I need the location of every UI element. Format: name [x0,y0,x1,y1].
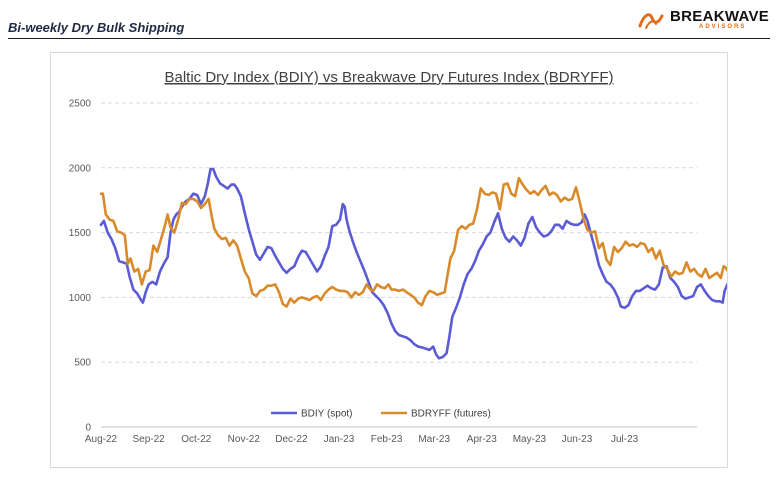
x-tick-label: Oct-22 [181,434,211,445]
y-tick-label: 0 [85,423,91,434]
x-tick-label: Jul-23 [611,434,639,445]
x-tick-label: Aug-22 [85,434,118,445]
line-chart: Baltic Dry Index (BDIY) vs Breakwave Dry… [69,69,727,445]
series-lines [99,167,727,360]
x-tick-label: Sep-22 [132,434,165,445]
x-tick-label: Apr-23 [467,434,497,445]
x-tick-label: Jan-23 [324,434,355,445]
legend: BDIY (spot) BDRYFF (futures) [271,409,491,420]
x-tick-label: May-23 [513,434,547,445]
legend-label: BDIY (spot) [301,409,353,420]
header-rule [8,38,770,39]
y-tick-label: 500 [74,358,91,369]
logo-tagline-text: ADVISORS [699,24,747,30]
report-title: Bi-weekly Dry Bulk Shipping [8,20,185,35]
logo-brand-text: BREAKWAVE [670,8,770,25]
x-tick-label: Mar-23 [418,434,450,445]
x-tick-label: Dec-22 [275,434,308,445]
series-line-bdiy [99,167,727,360]
chart-title: Baltic Dry Index (BDIY) vs Breakwave Dry… [164,69,613,86]
x-axis-ticks: Aug-22 Sep-22 Oct-22 Nov-22 Dec-22 Jan-23 Feb-… [85,434,639,445]
y-axis-ticks: 0 500 1000 1500 2000 2500 [69,99,92,434]
y-tick-label: 2000 [69,163,92,174]
breakwave-logo: BREAKWAVE ADVISORS [638,6,770,34]
wave-logo-icon [638,13,664,29]
x-tick-label: Nov-22 [228,434,261,445]
series-line-bdryff [99,176,727,308]
y-tick-label: 1500 [69,228,92,239]
y-tick-label: 2500 [69,99,92,110]
x-tick-label: Feb-23 [371,434,403,445]
chart-container: Baltic Dry Index (BDIY) vs Breakwave Dry… [50,52,728,468]
y-tick-label: 1000 [69,293,92,304]
x-tick-label: Jun-23 [562,434,593,445]
legend-label: BDRYFF (futures) [411,409,491,420]
grid-lines [101,102,697,428]
